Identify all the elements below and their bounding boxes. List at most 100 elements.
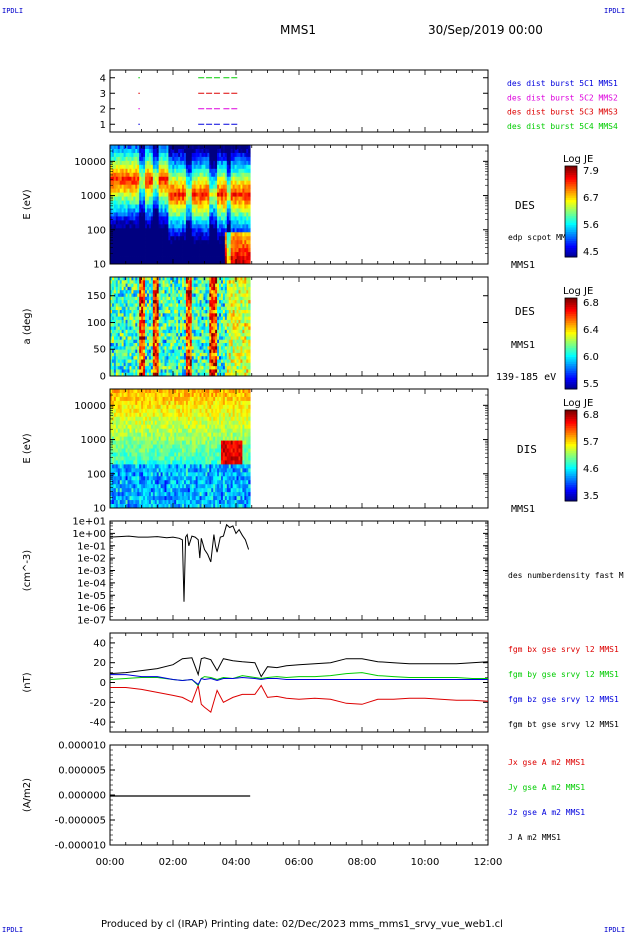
des_energy-pixel bbox=[133, 228, 136, 233]
des_pitch-pixel bbox=[141, 369, 144, 374]
des_energy-pixel bbox=[226, 145, 230, 150]
des_energy-pixel bbox=[191, 204, 195, 209]
des_energy-pixel bbox=[150, 232, 154, 237]
des_energy-pixel bbox=[146, 256, 150, 261]
des_pitch-pixel bbox=[156, 283, 160, 288]
des_energy-pixel bbox=[234, 168, 237, 174]
dis_energy-pixel bbox=[110, 496, 113, 501]
des_pitch-pixel bbox=[217, 369, 220, 374]
des_pitch-pixel bbox=[139, 359, 142, 364]
des_energy-pixel bbox=[113, 160, 117, 166]
des_energy-pixel bbox=[242, 216, 245, 221]
des_energy-pixel bbox=[178, 228, 181, 233]
des_pitch-pixel bbox=[152, 286, 156, 291]
des_energy-pixel bbox=[203, 172, 206, 178]
des_pitch-pixel bbox=[213, 339, 216, 344]
des_pitch-pixel bbox=[226, 369, 230, 374]
des_pitch-pixel bbox=[246, 277, 249, 281]
des_pitch-pixel bbox=[152, 310, 156, 314]
des_pitch-pixel bbox=[182, 339, 185, 344]
des_energy-pixel bbox=[158, 228, 162, 233]
dis_energy-pixel bbox=[111, 464, 115, 469]
des_pitch-pixel bbox=[248, 323, 251, 327]
des_pitch-pixel bbox=[191, 286, 195, 291]
dis_energy-pixel bbox=[115, 416, 119, 422]
des_energy-pixel bbox=[189, 204, 193, 209]
des_pitch-pixel bbox=[240, 280, 243, 284]
des_pitch-pixel bbox=[162, 362, 165, 367]
des_pitch-pixel bbox=[121, 369, 125, 374]
des_energy-pixel bbox=[238, 172, 241, 178]
dis_energy-pixel bbox=[125, 472, 128, 477]
des_energy-pixel bbox=[133, 192, 136, 197]
des_pitch-pixel bbox=[143, 306, 146, 311]
des_pitch-pixel bbox=[162, 339, 165, 344]
des_energy-pixel bbox=[119, 240, 123, 245]
des_energy-pixel bbox=[160, 160, 163, 166]
des_energy-pixel bbox=[129, 168, 132, 174]
des_pitch-pixel bbox=[156, 346, 160, 350]
des_energy-pixel bbox=[150, 204, 154, 209]
des_energy-pixel bbox=[160, 180, 163, 186]
des_energy-pixel bbox=[187, 160, 191, 166]
des_energy-pixel bbox=[234, 200, 237, 205]
des_energy-pixel bbox=[150, 260, 154, 265]
des_pitch-pixel bbox=[215, 369, 218, 374]
des_pitch-pixel bbox=[146, 319, 150, 324]
des_energy-pixel bbox=[178, 256, 181, 261]
des_energy-pixel bbox=[113, 176, 117, 182]
des_energy-pixel bbox=[115, 260, 119, 265]
des_pitch-pixel bbox=[219, 290, 222, 294]
des_pitch-pixel bbox=[242, 366, 245, 370]
des_energy-pixel bbox=[195, 156, 199, 162]
des_pitch-pixel bbox=[143, 339, 146, 344]
des_pitch-pixel bbox=[236, 293, 239, 298]
des_pitch-pixel bbox=[222, 313, 226, 317]
des_pitch-pixel bbox=[127, 372, 130, 377]
dis_energy-pixel bbox=[111, 396, 115, 402]
des_energy-pixel bbox=[133, 224, 136, 229]
des_energy-pixel bbox=[158, 156, 162, 162]
dis_energy-pixel bbox=[127, 484, 130, 489]
dis_energy-pixel bbox=[110, 460, 113, 465]
des_energy-pixel bbox=[185, 248, 189, 253]
des_pitch-pixel bbox=[117, 316, 121, 321]
des_pitch-pixel bbox=[166, 300, 169, 304]
des_energy-pixel bbox=[164, 196, 167, 201]
des_energy-pixel bbox=[135, 240, 138, 245]
des_pitch-pixel bbox=[110, 290, 113, 294]
des_energy-pixel bbox=[183, 216, 187, 221]
des_pitch-pixel bbox=[146, 323, 150, 327]
des_pitch-pixel bbox=[230, 372, 234, 377]
des_energy-pixel bbox=[222, 260, 226, 265]
des_pitch-pixel bbox=[143, 300, 146, 304]
des_pitch-pixel bbox=[154, 339, 158, 344]
des_pitch-pixel bbox=[191, 362, 195, 367]
des_energy-pixel bbox=[205, 220, 208, 225]
des_energy-pixel bbox=[133, 168, 136, 174]
des_energy-pixel bbox=[123, 196, 126, 201]
des_pitch-pixel bbox=[244, 336, 247, 341]
des_pitch-pixel bbox=[143, 286, 146, 291]
des_energy-pixel bbox=[141, 240, 144, 245]
des_pitch-pixel bbox=[185, 339, 189, 344]
des_pitch-pixel bbox=[180, 319, 183, 324]
des_pitch-pixel bbox=[127, 293, 130, 298]
des_energy-pixel bbox=[110, 248, 113, 253]
des_energy-pixel bbox=[166, 240, 169, 245]
des_energy-ylabel: E (eV) bbox=[22, 189, 33, 219]
dis_energy-pixel bbox=[125, 396, 128, 402]
des_pitch-pixel bbox=[226, 303, 230, 308]
des_energy-pixel bbox=[197, 208, 200, 213]
des_energy-pixel bbox=[110, 208, 113, 213]
des_pitch-pixel bbox=[135, 333, 138, 337]
des_pitch-pixel bbox=[248, 369, 251, 374]
des_energy-pixel bbox=[240, 228, 243, 233]
des_energy-pixel bbox=[205, 172, 208, 178]
des_pitch-pixel bbox=[230, 333, 234, 337]
des_pitch-pixel bbox=[203, 300, 206, 304]
des_energy-pixel bbox=[180, 208, 183, 213]
des_pitch-pixel bbox=[178, 362, 181, 367]
des_pitch-pixel bbox=[203, 359, 206, 364]
des_energy-pixel bbox=[240, 156, 243, 162]
